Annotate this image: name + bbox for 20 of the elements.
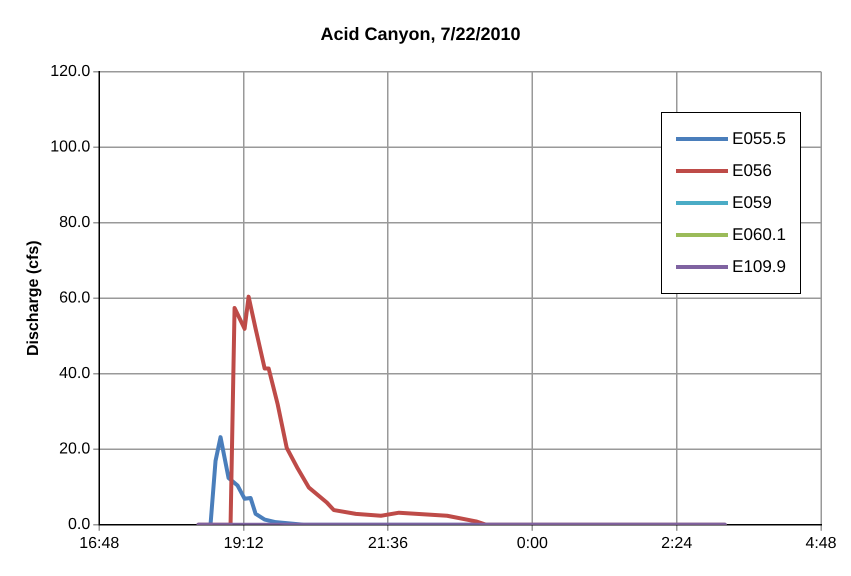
x-tick-label: 0:00 bbox=[516, 534, 548, 552]
legend-label: E060.1 bbox=[732, 225, 786, 245]
y-tick-label: 40.0 bbox=[59, 365, 90, 382]
legend-label: E059 bbox=[732, 193, 772, 213]
legend-label: E109.9 bbox=[732, 257, 786, 277]
y-tick-label: 60.0 bbox=[59, 290, 90, 307]
y-axis-title: Discharge (cfs) bbox=[25, 240, 42, 356]
y-tick-label: 20.0 bbox=[59, 440, 90, 458]
legend-label: E055.5 bbox=[732, 129, 786, 149]
x-tick-label: 4:48 bbox=[805, 534, 837, 552]
legend-label: E056 bbox=[732, 161, 772, 181]
x-tick-label: 16:48 bbox=[79, 534, 120, 552]
x-tick-label: 21:36 bbox=[368, 534, 408, 552]
y-tick-label: 120.0 bbox=[50, 63, 90, 80]
y-tick-label: 80.0 bbox=[59, 214, 90, 232]
y-tick-label: 100.0 bbox=[50, 138, 90, 156]
y-tick-label: 0.0 bbox=[68, 516, 90, 534]
x-tick-label: 2:24 bbox=[661, 534, 692, 552]
x-tick-label: 19:12 bbox=[224, 534, 264, 552]
chart-title: Acid Canyon, 7/22/2010 bbox=[320, 24, 521, 44]
